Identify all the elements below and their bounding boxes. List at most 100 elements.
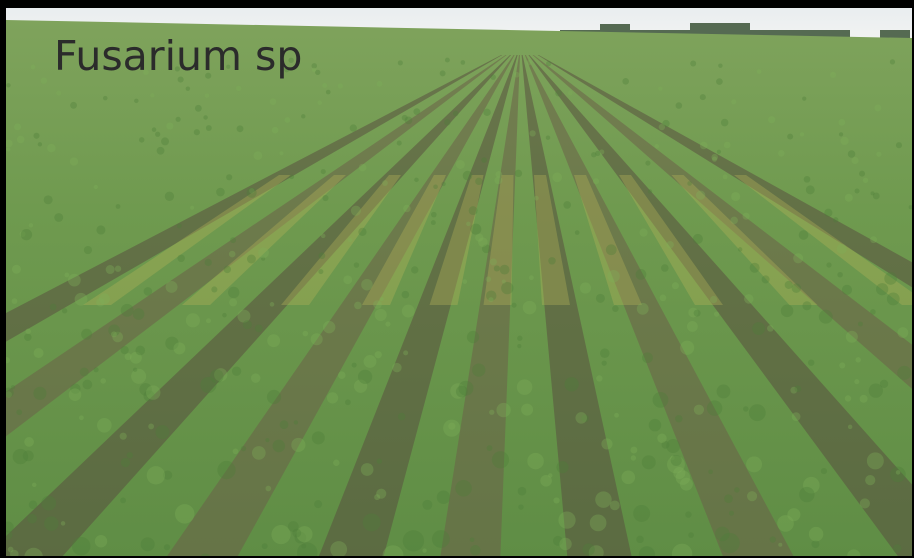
- yellow-patch: [83, 175, 291, 305]
- foliage: [397, 412, 406, 421]
- foliage: [870, 236, 877, 244]
- foliage: [448, 422, 456, 430]
- foliage: [166, 122, 174, 130]
- foliage: [630, 446, 638, 454]
- foliage: [205, 72, 212, 79]
- foliage: [433, 184, 438, 190]
- foliage: [859, 394, 868, 403]
- foliage: [897, 365, 912, 380]
- foliage: [33, 132, 40, 139]
- foliage: [621, 470, 636, 485]
- foliage: [768, 116, 776, 124]
- foliage: [129, 351, 142, 364]
- foliage: [876, 283, 889, 296]
- foliage: [43, 195, 53, 205]
- foliage: [179, 61, 184, 66]
- foliage: [40, 77, 48, 84]
- foliage: [761, 275, 770, 284]
- foliage: [216, 187, 225, 197]
- foliage: [261, 543, 268, 550]
- yellow-patch: [734, 175, 912, 305]
- foliage: [670, 455, 682, 467]
- foliage: [645, 160, 651, 166]
- foliage: [231, 366, 242, 376]
- foliage: [837, 272, 843, 278]
- foliage: [362, 513, 381, 532]
- foliage: [575, 412, 587, 424]
- foliage: [293, 420, 299, 425]
- foliage: [517, 344, 522, 349]
- foliage: [193, 129, 200, 136]
- foliage: [658, 86, 663, 91]
- foliage: [622, 78, 629, 85]
- foliage: [254, 324, 263, 333]
- foliage: [483, 108, 491, 117]
- foliage: [54, 213, 64, 222]
- foliage: [574, 230, 580, 235]
- foliage: [20, 228, 33, 241]
- soil-furrow: [521, 55, 632, 556]
- foliage: [269, 98, 277, 105]
- foliage: [495, 170, 503, 178]
- foliage: [455, 479, 472, 497]
- foliage: [96, 225, 106, 235]
- foliage: [708, 469, 713, 475]
- foliage: [353, 379, 368, 393]
- foliage: [148, 423, 155, 430]
- foliage: [693, 404, 705, 415]
- foliage: [70, 383, 81, 394]
- foliage: [731, 191, 741, 202]
- foliage: [431, 530, 450, 548]
- foliage: [271, 525, 291, 545]
- foliage: [314, 500, 323, 509]
- foliage: [671, 543, 693, 556]
- foliage: [114, 265, 122, 272]
- foliage: [874, 104, 882, 112]
- foliage: [793, 253, 804, 264]
- soil-furrow: [318, 55, 518, 556]
- foliage: [693, 309, 701, 317]
- foliage: [595, 150, 601, 156]
- foliage: [666, 439, 681, 453]
- foliage: [501, 281, 514, 295]
- foliage: [601, 438, 613, 450]
- foliage: [838, 132, 844, 137]
- foliage: [6, 521, 14, 533]
- foliage: [803, 175, 811, 183]
- foliage: [802, 96, 807, 101]
- foliage: [302, 330, 309, 337]
- foliage: [723, 141, 731, 149]
- foliage: [839, 362, 846, 369]
- foliage: [462, 170, 473, 181]
- foliage: [642, 352, 653, 364]
- foliage: [44, 516, 59, 531]
- foliage: [526, 59, 533, 66]
- foliage: [840, 136, 849, 146]
- foliage: [79, 367, 89, 377]
- foliage: [838, 118, 846, 126]
- foliage: [333, 459, 340, 466]
- yellow-patch: [534, 175, 570, 305]
- foliage: [595, 293, 605, 303]
- foliage: [385, 321, 391, 327]
- foliage: [61, 308, 68, 314]
- foliage: [71, 536, 91, 556]
- foliage: [31, 482, 37, 488]
- foliage: [14, 123, 22, 131]
- foliage: [854, 379, 860, 385]
- foliage: [74, 292, 88, 306]
- foliage: [556, 461, 569, 474]
- foliage: [548, 257, 556, 265]
- foliage: [164, 191, 175, 201]
- foliage: [514, 169, 523, 178]
- foliage: [185, 313, 200, 328]
- foliage: [588, 545, 604, 556]
- foliage: [868, 383, 883, 398]
- foliage: [496, 402, 511, 418]
- foliage: [119, 432, 127, 440]
- foliage: [886, 292, 900, 306]
- foliage: [363, 355, 377, 368]
- foliage: [6, 530, 13, 540]
- foliage: [209, 369, 224, 383]
- foliage: [382, 180, 388, 186]
